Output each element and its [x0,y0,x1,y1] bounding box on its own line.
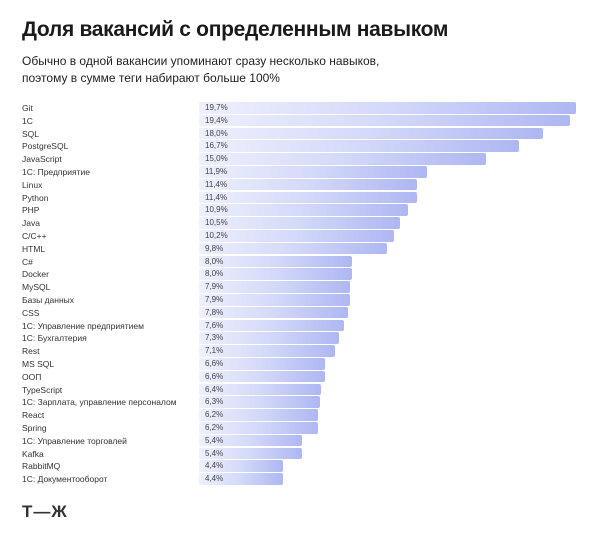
bar [199,242,387,255]
category-label: React [22,410,45,421]
data-label: 6,4% [205,384,224,394]
bar [199,383,322,396]
chart-subtitle: Обычно в одной вакансии упоминают сразу … [22,53,582,87]
chart-title: Доля вакансий с определенным навыком [22,18,449,41]
category-label: Rest [22,346,40,357]
category-label: 1С: Управление торговлей [22,435,127,446]
bar [199,294,351,306]
data-label: 6,6% [205,371,224,381]
bar [199,153,487,165]
data-label: 19,4% [205,115,228,125]
data-label: 6,2% [205,410,224,420]
bar [199,447,303,460]
data-label: 18,0% [205,128,228,138]
category-label: Docker [22,269,49,280]
category-label: 1С: Управление предприятием [22,320,144,331]
category-label: TypeScript [22,384,63,395]
category-label: PostgreSQL [22,141,69,152]
bar [199,306,349,319]
category-label: Java [22,218,40,229]
category-label: ООП [22,371,42,382]
data-label: 10,9% [205,205,228,215]
category-label: C# [22,256,33,267]
category-label: Базы данных [22,295,75,305]
tzh-logo: Т—Ж [22,502,68,521]
data-label: 8,0% [205,256,224,266]
category-label: HTML [22,243,46,254]
category-label: 1С: Документооборот [22,474,108,485]
data-label: 6,6% [205,359,224,368]
data-label: 19,7% [205,103,228,112]
bar [199,166,427,178]
bar [199,319,345,332]
data-label: 7,9% [205,295,224,304]
bar [199,332,339,344]
bar [199,102,576,114]
bar [199,178,418,191]
category-label: 1С: Зарплата, управление персоналом [22,397,177,408]
bar [199,460,284,472]
category-label: C/C++ [22,231,47,241]
bar [199,204,408,216]
bar [199,370,326,383]
data-label: 9,8% [205,243,224,253]
bar [199,345,335,357]
data-label: 7,1% [205,346,224,356]
bar [199,409,318,421]
data-label: 7,3% [205,333,224,343]
category-label: Kafka [22,448,44,459]
category-label: 1С [22,115,33,126]
category-label: MS SQL [22,359,55,369]
category-label: 1С: Предприятие [22,167,90,177]
bar [199,434,303,447]
data-label: 7,6% [205,320,224,330]
category-label: JavaScript [22,154,62,165]
bar [199,281,351,293]
bar [199,217,400,229]
bar [199,422,318,434]
category-label: Git [22,103,33,113]
bar [199,473,284,485]
bar [199,255,353,268]
category-label: PHP [22,205,40,216]
category-label: Spring [22,423,47,433]
category-label: Python [22,192,49,203]
bar [199,114,571,127]
bar [199,191,418,204]
data-label: 8,0% [205,269,224,279]
category-label: RabbitMQ [22,461,61,472]
category-label: SQL [22,128,40,139]
bar [199,396,320,408]
data-label: 15,0% [205,154,228,164]
data-label: 7,8% [205,307,224,317]
category-label: Linux [22,179,43,190]
data-label: 11,9% [205,167,228,176]
data-label: 7,9% [205,282,224,292]
bar [199,230,395,242]
category-label: CSS [22,307,40,318]
subtitle-line-2: поэтому в сумме теги набирают больше 100… [22,71,280,85]
data-label: 11,4% [205,179,228,189]
data-label: 4,4% [205,461,224,471]
data-label: 11,4% [205,192,228,202]
category-label: MySQL [22,282,51,293]
bar [199,358,326,370]
subtitle-line-1: Обычно в одной вакансии упоминают сразу … [22,54,380,68]
data-label: 16,7% [205,141,228,151]
category-label: 1С: Бухгалтерия [22,333,87,344]
bar [199,268,353,280]
data-label: 5,4% [205,435,224,445]
data-label: 5,4% [205,448,224,458]
data-label: 10,2% [205,231,228,240]
data-label: 6,2% [205,423,224,432]
bar [199,127,544,140]
bar [199,140,519,152]
data-label: 10,5% [205,218,228,228]
data-label: 6,3% [205,397,224,407]
data-label: 4,4% [205,474,224,484]
